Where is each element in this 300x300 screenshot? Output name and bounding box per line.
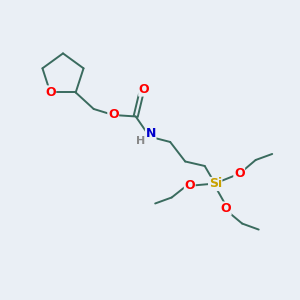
Text: N: N (146, 127, 156, 140)
Text: H: H (136, 136, 146, 146)
Text: O: O (234, 167, 244, 180)
Text: O: O (184, 179, 195, 192)
Text: O: O (139, 83, 149, 96)
Text: Si: Si (208, 178, 222, 190)
Text: O: O (45, 86, 56, 99)
Text: O: O (108, 109, 119, 122)
Text: O: O (220, 202, 231, 215)
